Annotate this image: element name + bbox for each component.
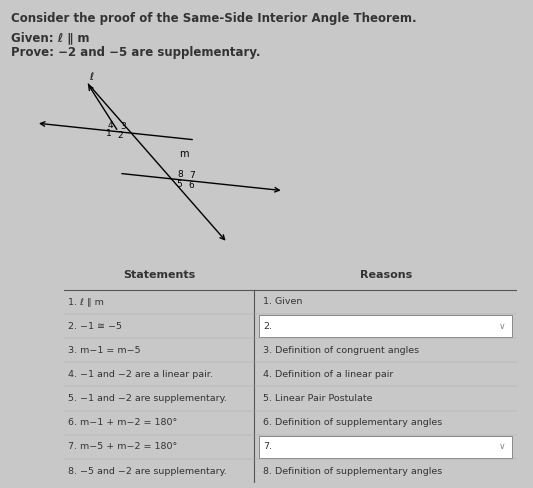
Text: 8. Definition of supplementary angles: 8. Definition of supplementary angles — [263, 467, 442, 475]
Text: m: m — [180, 149, 189, 159]
Text: 1. Given: 1. Given — [263, 298, 303, 306]
Text: 6: 6 — [188, 181, 194, 190]
Text: 4. Definition of a linear pair: 4. Definition of a linear pair — [263, 370, 394, 379]
Text: 5. Linear Pair Postulate: 5. Linear Pair Postulate — [263, 394, 373, 403]
Text: 3. m−1 = m−5: 3. m−1 = m−5 — [68, 346, 141, 355]
Text: 7: 7 — [190, 171, 196, 180]
Text: ∨: ∨ — [499, 322, 506, 330]
Text: 7.: 7. — [263, 443, 272, 451]
Text: 6. m−1 + m−2 = 180°: 6. m−1 + m−2 = 180° — [68, 418, 177, 427]
Text: $\ell$: $\ell$ — [89, 70, 95, 82]
Text: 7. m−5 + m−2 = 180°: 7. m−5 + m−2 = 180° — [68, 443, 177, 451]
Text: 6. Definition of supplementary angles: 6. Definition of supplementary angles — [263, 418, 442, 427]
Text: 5: 5 — [176, 180, 182, 189]
Text: 1. ℓ ∥ m: 1. ℓ ∥ m — [68, 298, 104, 306]
Text: Statements: Statements — [123, 270, 195, 280]
Text: 4. −1 and −2 are a linear pair.: 4. −1 and −2 are a linear pair. — [68, 370, 213, 379]
Text: 2. −1 ≅ −5: 2. −1 ≅ −5 — [68, 322, 123, 330]
Text: Reasons: Reasons — [359, 270, 412, 280]
Text: Consider the proof of the Same-Side Interior Angle Theorem.: Consider the proof of the Same-Side Inte… — [11, 12, 416, 25]
Text: 8: 8 — [177, 170, 183, 179]
Text: 4: 4 — [108, 122, 114, 130]
Text: Prove: −2 and −5 are supplementary.: Prove: −2 and −5 are supplementary. — [11, 46, 260, 60]
Text: 5. −1 and −2 are supplementary.: 5. −1 and −2 are supplementary. — [68, 394, 228, 403]
Text: Given: ℓ ∥ m: Given: ℓ ∥ m — [11, 32, 89, 45]
Text: 1: 1 — [106, 129, 112, 138]
Text: 3: 3 — [120, 122, 126, 131]
FancyBboxPatch shape — [259, 315, 513, 337]
Text: 2: 2 — [117, 131, 123, 140]
Text: 8. −5 and −2 are supplementary.: 8. −5 and −2 are supplementary. — [68, 467, 228, 475]
FancyBboxPatch shape — [259, 436, 513, 458]
Text: ∨: ∨ — [499, 443, 506, 451]
Text: 2.: 2. — [263, 322, 272, 330]
Text: 3. Definition of congruent angles: 3. Definition of congruent angles — [263, 346, 419, 355]
